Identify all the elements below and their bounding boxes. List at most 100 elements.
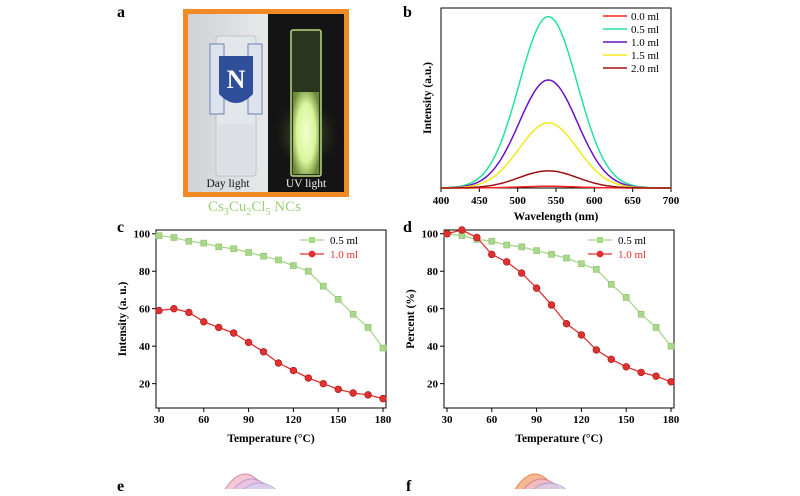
- caption-cs: Cs: [208, 199, 224, 215]
- data-point-circle: [652, 372, 660, 380]
- data-point-square: [260, 252, 267, 260]
- data-point-circle: [170, 304, 178, 313]
- x-tick-label: 400: [433, 195, 450, 207]
- data-point-square: [230, 245, 237, 253]
- data-point-circle: [155, 306, 163, 315]
- x-tick-label: 30: [153, 414, 165, 426]
- data-point-square: [637, 311, 645, 318]
- y-axis-title: Percent (%): [405, 289, 417, 349]
- data-point-square: [518, 243, 525, 251]
- data-point-square: [290, 262, 297, 269]
- x-tick-label: 30: [441, 414, 453, 426]
- data-point-circle: [562, 319, 571, 328]
- data-point-circle: [532, 284, 541, 292]
- data-point-square: [563, 254, 570, 262]
- series-line-1: [446, 229, 672, 383]
- spectrum-curve-4: [441, 170, 671, 189]
- data-point-circle: [215, 323, 223, 332]
- y-tick-label: 40: [139, 341, 151, 353]
- plot-frame: [443, 229, 675, 409]
- data-point-square: [652, 324, 660, 331]
- data-point-circle: [458, 226, 466, 234]
- plot-frame: [155, 229, 387, 409]
- data-point-square: [364, 324, 372, 331]
- legend-label: 0.0 ml: [631, 11, 659, 23]
- data-point-circle: [473, 233, 481, 242]
- intensity-vs-temperature-chart: 30 60 90 120 150 180 20 40 60 80 100 Temperature (°…: [117, 229, 392, 445]
- x-tick-label: 90: [531, 414, 543, 426]
- x-tick-label: 550: [548, 195, 565, 207]
- data-point-square: [334, 296, 342, 303]
- cuvette-photo-image: N Day light UV light: [188, 14, 344, 192]
- caption-cl: Cl: [251, 199, 266, 215]
- day-solution: [218, 124, 254, 174]
- caption-sub-5: 5: [265, 207, 271, 218]
- x-tick-label: 90: [243, 414, 255, 426]
- x-tick-label: 60: [486, 414, 498, 426]
- data-point-square: [578, 260, 585, 268]
- caption-sub-2: 2: [246, 207, 252, 218]
- university-logo-shield: [219, 56, 253, 103]
- logo-letter: N: [227, 65, 246, 94]
- data-point-circle: [379, 394, 387, 403]
- panel-label-f: f: [406, 478, 412, 495]
- x-tick-label: 180: [663, 414, 680, 426]
- data-point-square: [200, 239, 208, 247]
- x-tick-label: 700: [663, 195, 680, 207]
- data-point-square: [245, 249, 252, 256]
- data-point-circle: [622, 363, 630, 371]
- data-point-square: [548, 251, 555, 258]
- data-point-circle: [503, 258, 511, 266]
- y-axis-title: Intensity (a.u.): [422, 62, 434, 134]
- data-point-circle: [349, 389, 357, 397]
- panel-f-curve-3: [533, 482, 567, 489]
- data-point-circle: [517, 269, 526, 277]
- data-point-circle: [364, 391, 372, 399]
- legend-label: 1.0 ml: [618, 249, 646, 261]
- x-tick-label: 150: [618, 414, 635, 426]
- data-point-circle: [443, 230, 451, 238]
- data-point-square: [488, 237, 496, 245]
- data-point-circle: [259, 348, 268, 356]
- y-tick-label: 20: [427, 379, 439, 391]
- spectrum-curve-3: [441, 122, 671, 189]
- caption-cu: Cu: [228, 199, 247, 215]
- data-point-square: [622, 294, 630, 301]
- panel-label-b: b: [403, 4, 412, 21]
- panel-label-a: a: [117, 4, 125, 21]
- series-line-1: [158, 308, 384, 400]
- x-tick-label: 150: [330, 414, 347, 426]
- data-point-circle: [577, 331, 586, 339]
- data-point-circle: [607, 355, 615, 363]
- data-point-circle: [488, 250, 496, 259]
- panel-label-e: e: [117, 478, 125, 495]
- data-point-circle: [274, 359, 283, 367]
- uv-light-label: UV light: [286, 178, 327, 190]
- x-axis-title: Temperature (°C): [227, 433, 314, 445]
- data-point-circle: [244, 338, 253, 347]
- x-tick-label: 180: [375, 414, 392, 426]
- x-tick-label: 500: [509, 195, 526, 207]
- nanocrystal-formula-caption: Cs3Cu2Cl5 NCs: [208, 199, 338, 218]
- legend-label: 1.0 ml: [631, 37, 659, 49]
- x-axis-title: Wavelength (nm): [514, 211, 599, 223]
- legend-marker-circle: [308, 250, 316, 258]
- data-point-square: [215, 243, 223, 251]
- caption-ncs: NCs: [270, 199, 301, 215]
- legend-label: 0.5 ml: [618, 235, 646, 247]
- y-tick-label: 20: [139, 379, 151, 391]
- series-line-0: [446, 233, 672, 347]
- data-point-square: [349, 311, 357, 318]
- series-line-0: [158, 234, 384, 349]
- data-point-square: [667, 342, 675, 350]
- panel-label-d: d: [403, 219, 412, 236]
- data-point-circle: [334, 385, 342, 393]
- data-point-square: [503, 241, 511, 249]
- data-point-square: [185, 237, 193, 245]
- pl-spectra-chart: 400 450 500 550 600 650 700 Wavelength (nm) Inte…: [422, 7, 680, 223]
- data-point-circle: [547, 301, 556, 309]
- data-point-square: [155, 232, 163, 239]
- x-axis-title: Temperature (°C): [515, 433, 602, 445]
- data-point-circle: [667, 378, 675, 386]
- y-tick-label: 80: [139, 266, 151, 278]
